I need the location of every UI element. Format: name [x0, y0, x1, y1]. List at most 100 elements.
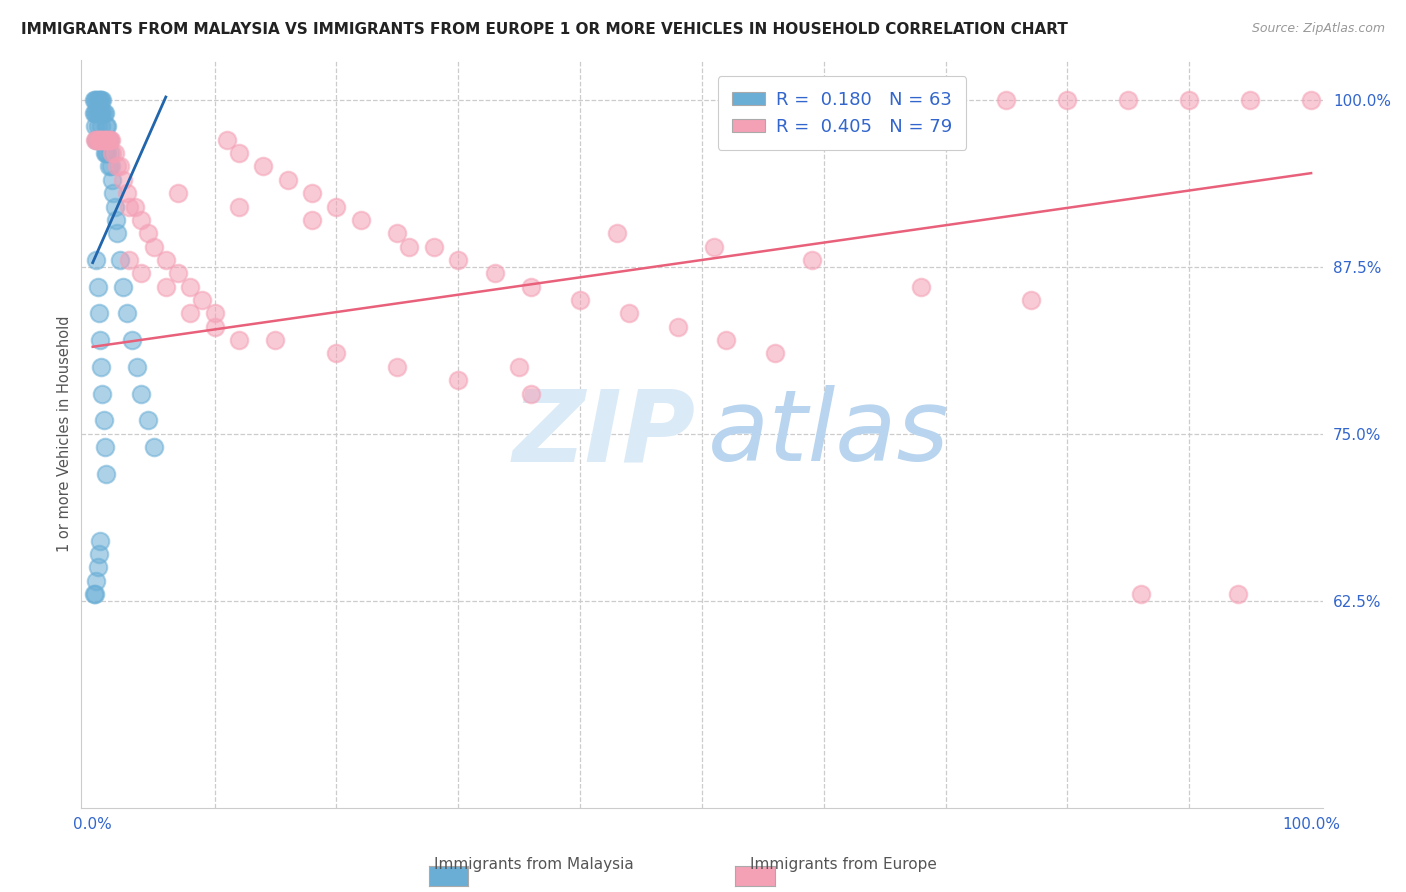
- Y-axis label: 1 or more Vehicles in Household: 1 or more Vehicles in Household: [58, 316, 72, 552]
- Point: [666, 319, 689, 334]
- Point: [179, 279, 201, 293]
- Point: [94, 133, 117, 147]
- Point: [104, 146, 127, 161]
- Point: [94, 106, 117, 120]
- Point: [301, 213, 323, 227]
- Point: [569, 293, 592, 307]
- Point: [484, 266, 506, 280]
- Point: [131, 213, 153, 227]
- Point: [606, 227, 628, 241]
- Point: [228, 333, 250, 347]
- Point: [87, 106, 110, 120]
- Point: [86, 252, 108, 267]
- Point: [112, 173, 135, 187]
- Point: [508, 359, 530, 374]
- Point: [87, 306, 110, 320]
- Point: [1019, 293, 1042, 307]
- Point: [83, 587, 105, 601]
- Point: [91, 106, 114, 120]
- Point: [142, 440, 165, 454]
- Point: [191, 293, 214, 307]
- Point: [104, 213, 127, 227]
- Point: [104, 200, 127, 214]
- Point: [94, 146, 117, 161]
- Text: Immigrants from Europe: Immigrants from Europe: [751, 857, 936, 872]
- Point: [89, 93, 111, 107]
- Point: [520, 386, 543, 401]
- Point: [204, 319, 226, 334]
- Point: [105, 227, 128, 241]
- Point: [93, 133, 115, 147]
- Point: [97, 133, 120, 147]
- Point: [1118, 93, 1140, 107]
- Point: [995, 93, 1018, 107]
- Point: [423, 239, 446, 253]
- Point: [91, 133, 114, 147]
- Point: [387, 359, 409, 374]
- Point: [91, 133, 114, 147]
- Point: [96, 146, 118, 161]
- Point: [167, 266, 190, 280]
- Point: [84, 106, 107, 120]
- Point: [100, 133, 122, 147]
- Point: [228, 200, 250, 214]
- Point: [84, 133, 107, 147]
- Point: [301, 186, 323, 201]
- Point: [228, 146, 250, 161]
- Point: [105, 160, 128, 174]
- Point: [252, 160, 274, 174]
- Point: [101, 146, 124, 161]
- Point: [935, 93, 957, 107]
- Point: [155, 252, 177, 267]
- Point: [91, 93, 114, 107]
- Point: [204, 306, 226, 320]
- Point: [1178, 93, 1201, 107]
- Point: [90, 106, 112, 120]
- Point: [108, 160, 131, 174]
- Point: [83, 106, 105, 120]
- Point: [179, 306, 201, 320]
- Point: [96, 120, 118, 134]
- Point: [94, 133, 117, 147]
- Point: [115, 306, 138, 320]
- Point: [447, 373, 470, 387]
- Point: [86, 93, 108, 107]
- Point: [94, 120, 117, 134]
- Point: [93, 413, 115, 427]
- Point: [112, 279, 135, 293]
- Point: [97, 133, 120, 147]
- Point: [1056, 93, 1078, 107]
- Text: Immigrants from Malaysia: Immigrants from Malaysia: [434, 857, 634, 872]
- Point: [447, 252, 470, 267]
- Point: [94, 467, 117, 481]
- Point: [91, 386, 114, 401]
- Point: [93, 133, 115, 147]
- Point: [86, 120, 108, 134]
- Point: [136, 413, 159, 427]
- Point: [800, 252, 823, 267]
- Point: [125, 359, 148, 374]
- Point: [108, 252, 131, 267]
- Point: [86, 106, 108, 120]
- Point: [1227, 587, 1250, 601]
- Point: [84, 587, 107, 601]
- Point: [1129, 587, 1152, 601]
- Point: [86, 574, 108, 588]
- Point: [136, 227, 159, 241]
- Point: [520, 279, 543, 293]
- Point: [118, 200, 141, 214]
- Point: [86, 133, 108, 147]
- Point: [103, 186, 125, 201]
- Point: [84, 120, 107, 134]
- Point: [94, 440, 117, 454]
- Point: [350, 213, 373, 227]
- Point: [101, 173, 124, 187]
- Point: [121, 333, 143, 347]
- Point: [703, 239, 725, 253]
- Legend: R =  0.180   N = 63, R =  0.405   N = 79: R = 0.180 N = 63, R = 0.405 N = 79: [718, 76, 966, 150]
- Point: [115, 186, 138, 201]
- Point: [89, 133, 111, 147]
- Point: [215, 133, 238, 147]
- Point: [167, 186, 190, 201]
- Point: [98, 146, 121, 161]
